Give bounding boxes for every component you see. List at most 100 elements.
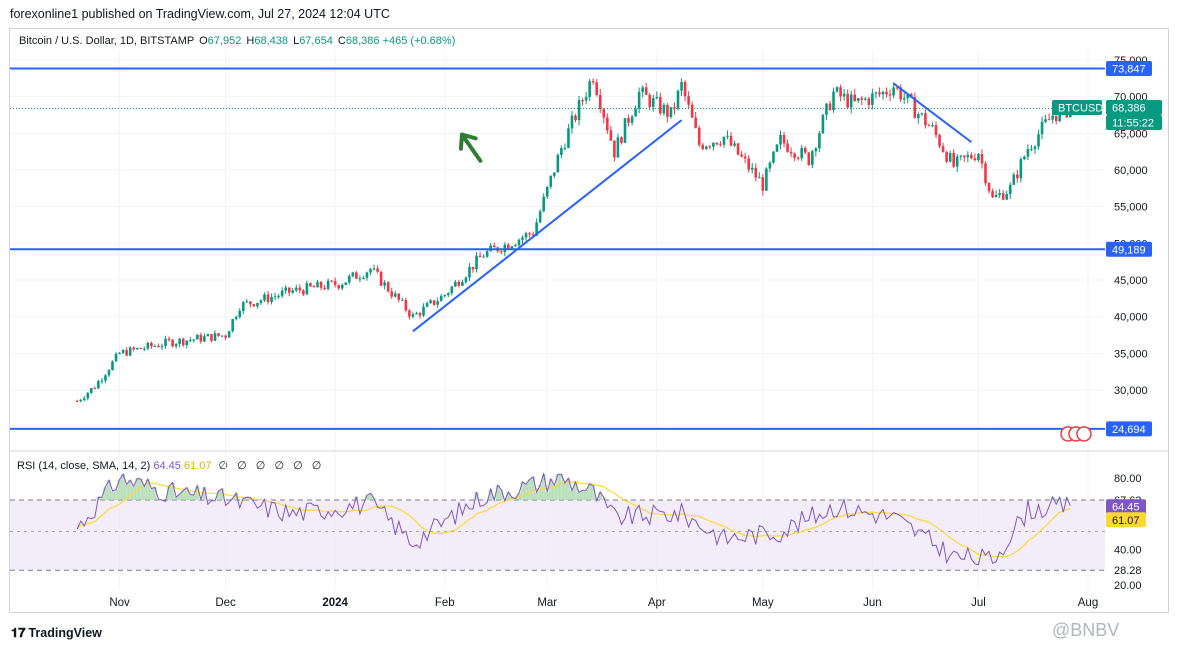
- low-label: L: [293, 35, 300, 47]
- candle-body: [160, 346, 164, 348]
- candle-body: [811, 151, 814, 165]
- candle-body: [1047, 119, 1051, 121]
- candle-body: [765, 168, 768, 191]
- tradingview-mark-icon: 𝟏𝟕: [11, 625, 26, 640]
- candle-body: [270, 296, 273, 302]
- rsi-band-fill: [10, 500, 1105, 571]
- candle-body: [369, 269, 372, 273]
- candle-body: [786, 143, 789, 152]
- candle-body: [733, 143, 736, 146]
- support-price-tag[interactable]: 49,189: [1106, 241, 1152, 257]
- candle-body: [234, 317, 238, 320]
- candle-body: [89, 388, 93, 393]
- candle-body: [913, 97, 917, 119]
- candle-body: [383, 282, 386, 286]
- candle-body: [941, 146, 945, 152]
- candle-body: [535, 222, 538, 236]
- candle-body: [959, 155, 963, 157]
- candle-body: [118, 352, 121, 354]
- time-tick-label: Aug: [1078, 597, 1098, 609]
- candle-body: [538, 211, 542, 223]
- event-marker-icon[interactable]: [1076, 426, 1092, 442]
- candle-body: [192, 339, 196, 341]
- candle-body: [895, 87, 899, 89]
- candle-body: [842, 93, 846, 97]
- candle-body: [348, 275, 351, 283]
- candle-body: [885, 91, 888, 95]
- candle-body: [747, 158, 750, 170]
- low-support-price-tag[interactable]: 24,694: [1106, 421, 1152, 437]
- candle-body: [634, 108, 637, 117]
- candle-body: [362, 277, 365, 279]
- time-tick-label: Jun: [863, 597, 882, 609]
- candle-body: [507, 244, 510, 249]
- candle-body: [878, 92, 881, 95]
- candle-body: [574, 115, 577, 121]
- countdown-tag[interactable]: 11:55:22: [1106, 115, 1162, 131]
- candle-body: [1019, 159, 1023, 179]
- candle-body: [938, 135, 941, 147]
- candle-body: [210, 334, 213, 341]
- candle-body: [613, 140, 616, 158]
- rsi-value-tag[interactable]: 64.45: [1106, 499, 1146, 515]
- candle-body: [669, 107, 673, 117]
- bullish-arrow-icon[interactable]: [455, 129, 488, 166]
- candle-body: [888, 94, 892, 96]
- candle-body: [132, 347, 136, 350]
- candle-body: [482, 256, 485, 258]
- candle-body: [828, 103, 832, 111]
- support-price-tag-bg: [1106, 241, 1152, 257]
- candle-body: [853, 94, 857, 101]
- candle-body: [906, 93, 910, 99]
- candle-body: [955, 156, 959, 167]
- candle-body: [987, 182, 991, 192]
- candle-body: [390, 291, 394, 297]
- candle-body: [107, 370, 111, 376]
- last-price-tag[interactable]: 68,386: [1106, 100, 1162, 116]
- candle-body: [259, 300, 263, 303]
- candle-body: [355, 272, 358, 279]
- candle-body: [316, 281, 319, 288]
- candle-body: [125, 350, 128, 356]
- candle-body: [249, 301, 252, 305]
- candle-body: [690, 104, 694, 118]
- candle-body: [114, 353, 118, 362]
- candle-body: [181, 338, 185, 346]
- candle-body: [772, 151, 775, 163]
- ticker-tag-bg: [1052, 100, 1102, 116]
- ticker-tag[interactable]: BTCUSD: [1052, 100, 1103, 116]
- time-tick-label: Feb: [435, 597, 455, 609]
- candle-body: [213, 333, 217, 341]
- candle-body: [623, 118, 627, 143]
- resistance-price-tag[interactable]: 73,847: [1106, 60, 1152, 76]
- candle-body: [545, 186, 549, 197]
- candle-body: [298, 287, 302, 291]
- candle-body: [570, 115, 574, 129]
- candle-body: [150, 342, 153, 347]
- candle-body: [146, 342, 150, 349]
- sma-value-tag[interactable]: 61.07: [1106, 512, 1146, 528]
- candle-body: [736, 143, 740, 155]
- candle-body: [418, 313, 422, 316]
- candle-body: [655, 96, 659, 99]
- candle-body: [397, 293, 401, 300]
- candle-body: [1044, 119, 1047, 122]
- time-tick-label: Mar: [537, 597, 557, 609]
- candle-body: [948, 152, 952, 162]
- symbol-title[interactable]: Bitcoin / U.S. Dollar, 1D, BITSTAMP: [19, 35, 195, 47]
- candle-body: [185, 340, 189, 346]
- candle-body: [627, 118, 630, 123]
- trendline[interactable]: [412, 119, 683, 333]
- candle-body: [273, 296, 277, 298]
- candle-body: [510, 246, 514, 249]
- chart-frame: [9, 28, 1169, 613]
- trendline[interactable]: [893, 82, 972, 143]
- rsi-band: [10, 499, 1105, 571]
- support-price-tag-text: 49,189: [1112, 244, 1146, 256]
- close-value: 68,386: [345, 35, 380, 47]
- rsi-value-tag-bg: [1106, 499, 1146, 515]
- rsi-title[interactable]: RSI (14, close, SMA, 14, 2): [17, 460, 151, 472]
- tradingview-logo[interactable]: 𝟏𝟕 TradingView: [11, 625, 102, 641]
- candle-body: [1054, 115, 1058, 122]
- candle-body: [492, 245, 496, 248]
